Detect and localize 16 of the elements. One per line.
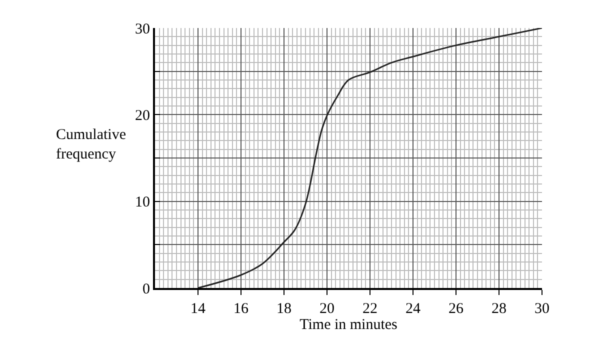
y-tick-label: 10 — [135, 194, 150, 211]
y-tick-label: 30 — [135, 21, 150, 38]
x-tick-label: 14 — [190, 301, 206, 317]
x-tick-label: 24 — [406, 301, 421, 317]
x-tick-label: 30 — [534, 301, 550, 317]
x-tick-label: 18 — [276, 301, 292, 317]
x-axis-title: Time in minutes — [300, 317, 398, 333]
x-tick-label: 22 — [362, 301, 378, 317]
x-tick-label: 28 — [492, 301, 506, 317]
y-tick-label: 0 — [142, 281, 150, 298]
x-tick-label: 26 — [448, 301, 464, 317]
y-axis-title: Cumulative frequency — [56, 127, 126, 162]
y-tick-label: 20 — [135, 108, 150, 124]
x-tick-label: 20 — [320, 301, 334, 317]
x-tick-label: 16 — [234, 301, 249, 317]
line-series — [197, 28, 542, 288]
